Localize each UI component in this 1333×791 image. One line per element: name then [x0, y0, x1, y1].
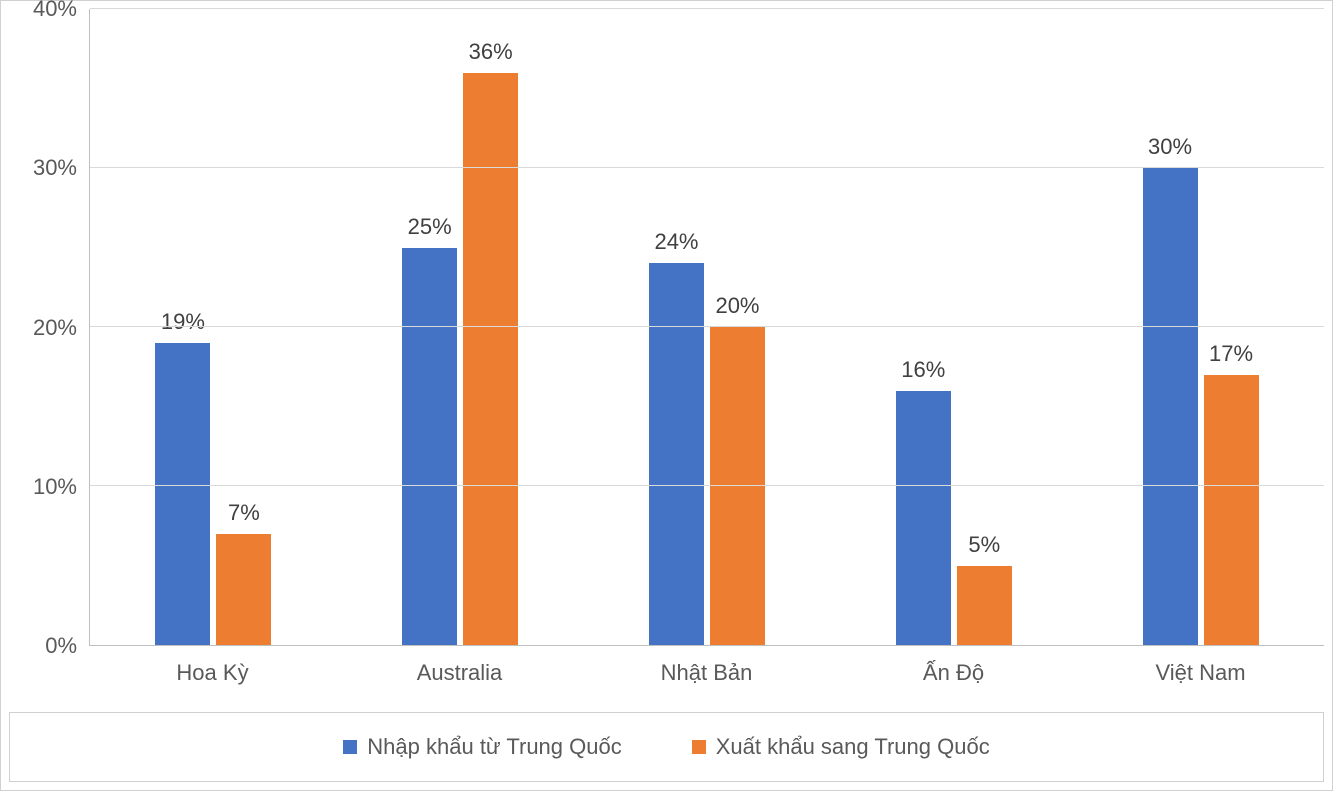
x-category-label: Nhật Bản — [583, 646, 830, 704]
legend-label: Xuất khẩu sang Trung Quốc — [716, 734, 990, 760]
plot-row: 0%10%20%30%40% 19%7%25%36%24%20%16%5%30%… — [9, 9, 1324, 646]
gridline — [90, 167, 1324, 168]
gridline — [90, 8, 1324, 9]
x-axis-row: Hoa KỳAustraliaNhật BảnẤn ĐộViệt Nam — [9, 646, 1324, 704]
chart-container: 0%10%20%30%40% 19%7%25%36%24%20%16%5%30%… — [0, 0, 1333, 791]
bar-value-label: 30% — [1110, 134, 1230, 160]
x-category-label: Việt Nam — [1077, 646, 1324, 704]
bar: 25% — [402, 248, 457, 646]
bar: 7% — [216, 534, 271, 645]
bar-value-label: 36% — [431, 39, 551, 65]
y-tick-label: 10% — [33, 474, 77, 500]
y-tick-label: 0% — [45, 633, 77, 659]
x-category-label: Australia — [336, 646, 583, 704]
bar-value-label: 17% — [1171, 341, 1291, 367]
bar-value-label: 20% — [677, 293, 797, 319]
category-group: 16%5% — [830, 9, 1077, 645]
category-group: 19%7% — [90, 9, 337, 645]
y-tick-label: 20% — [33, 315, 77, 341]
bars-layer: 19%7%25%36%24%20%16%5%30%17% — [90, 9, 1324, 645]
y-axis: 0%10%20%30%40% — [9, 9, 89, 646]
bar: 24% — [649, 263, 704, 645]
x-category-label: Ấn Độ — [830, 646, 1077, 704]
bar: 17% — [1204, 375, 1259, 645]
legend-item: Xuất khẩu sang Trung Quốc — [692, 734, 990, 760]
chart-inner: 0%10%20%30%40% 19%7%25%36%24%20%16%5%30%… — [9, 9, 1324, 782]
gridline — [90, 326, 1324, 327]
legend: Nhập khẩu từ Trung Quốc Xuất khẩu sang Tr… — [9, 712, 1324, 782]
bar-value-label: 24% — [616, 229, 736, 255]
category-group: 24%20% — [584, 9, 831, 645]
gridline — [90, 485, 1324, 486]
legend-swatch — [692, 740, 706, 754]
bar-value-label: 16% — [863, 357, 983, 383]
x-category-label: Hoa Kỳ — [89, 646, 336, 704]
y-tick-label: 40% — [33, 0, 77, 22]
bar-value-label: 7% — [184, 500, 304, 526]
bar: 5% — [957, 566, 1012, 646]
bar-value-label: 19% — [123, 309, 243, 335]
category-group: 25%36% — [337, 9, 584, 645]
legend-swatch — [343, 740, 357, 754]
bar: 16% — [896, 391, 951, 645]
x-axis: Hoa KỳAustraliaNhật BảnẤn ĐộViệt Nam — [89, 646, 1324, 704]
y-tick-label: 30% — [33, 155, 77, 181]
bar-value-label: 5% — [924, 532, 1044, 558]
plot-area: 19%7%25%36%24%20%16%5%30%17% — [89, 9, 1324, 646]
bar: 30% — [1143, 168, 1198, 645]
legend-item: Nhập khẩu từ Trung Quốc — [343, 734, 621, 760]
bar: 19% — [155, 343, 210, 645]
category-group: 30%17% — [1077, 9, 1324, 645]
bar: 36% — [463, 73, 518, 645]
bar: 20% — [710, 327, 765, 645]
legend-label: Nhập khẩu từ Trung Quốc — [367, 734, 621, 760]
